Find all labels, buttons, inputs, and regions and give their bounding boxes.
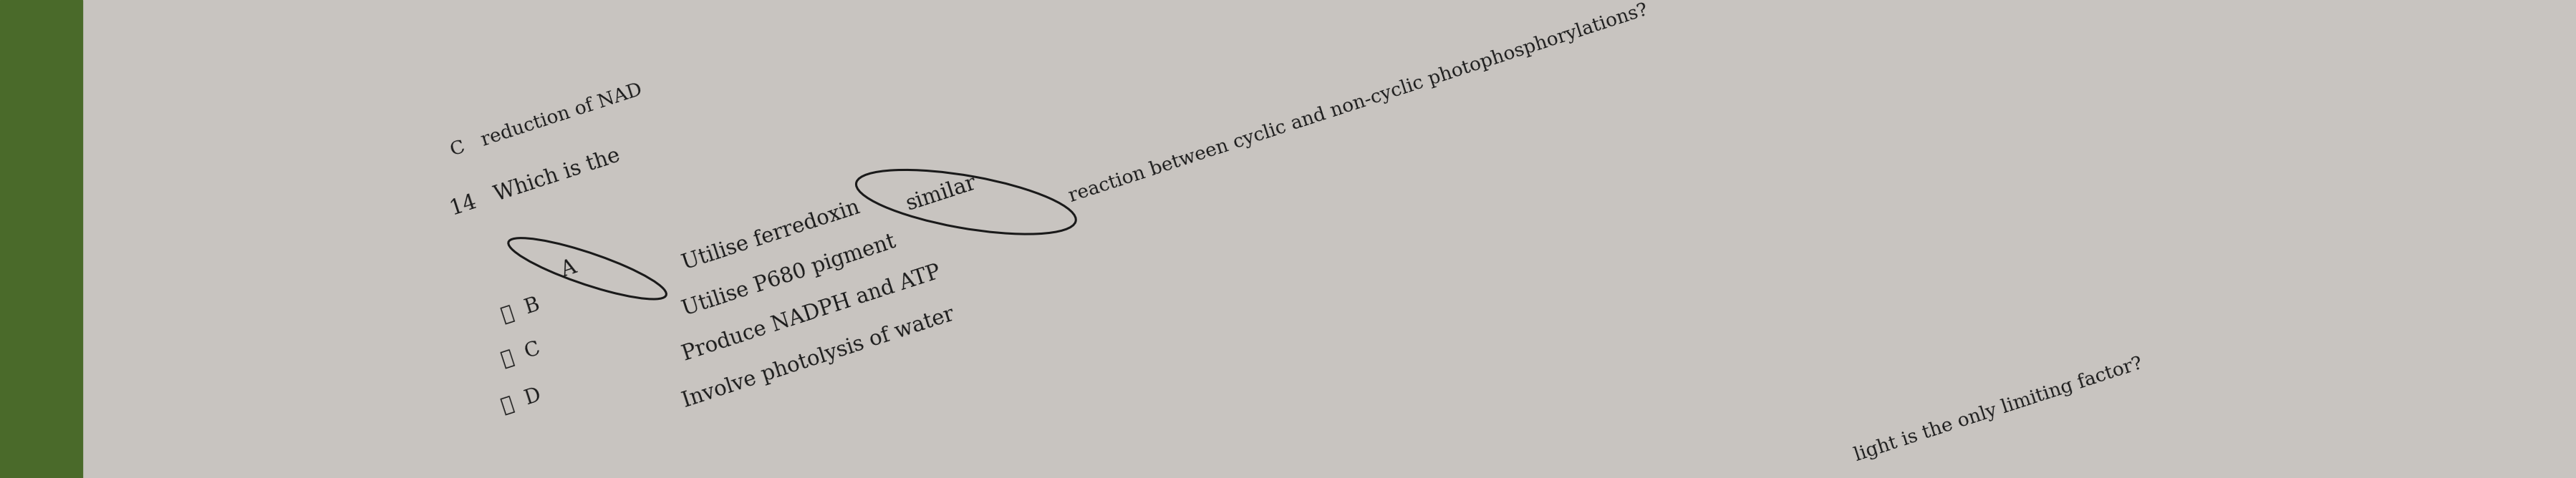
Text: 14   Which is the: 14 Which is the — [448, 146, 623, 220]
Text: A: A — [559, 257, 580, 281]
Text: similar: similar — [904, 173, 979, 214]
Text: Utilise ferredoxin: Utilise ferredoxin — [680, 197, 863, 273]
Text: Utilise P680 pigment: Utilise P680 pigment — [680, 232, 899, 320]
Text: light is the only limiting factor?: light is the only limiting factor? — [1852, 354, 2146, 464]
Text: ✕  B: ✕ B — [500, 295, 544, 326]
Text: reaction between cyclic and non-cyclic photophosphorylations?: reaction between cyclic and non-cyclic p… — [1066, 1, 1649, 206]
Text: Involve photolysis of water: Involve photolysis of water — [680, 304, 956, 411]
Text: ✕  D: ✕ D — [500, 386, 544, 416]
Text: ✕  C: ✕ C — [500, 339, 544, 370]
Text: Produce NADPH and ATP: Produce NADPH and ATP — [680, 262, 943, 365]
Text: C   reduction of NAD: C reduction of NAD — [448, 80, 644, 159]
